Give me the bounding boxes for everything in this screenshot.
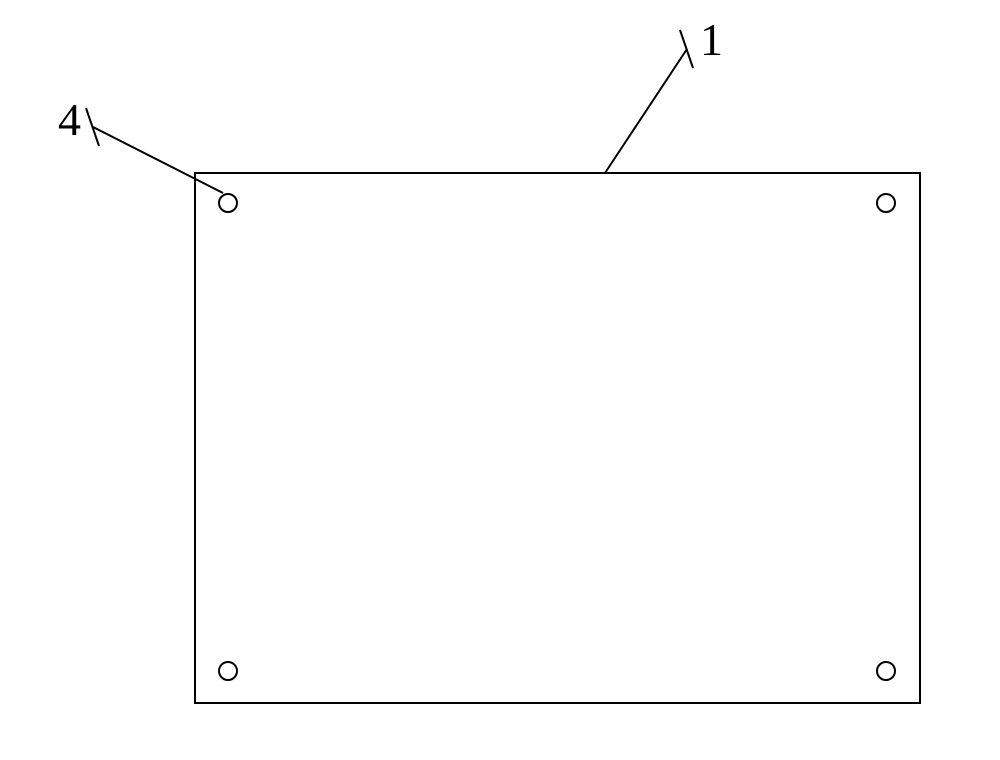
corner-hole	[877, 194, 895, 212]
corner-hole	[877, 662, 895, 680]
label-4: 4	[58, 94, 223, 193]
engineering-diagram: 14	[0, 0, 1000, 760]
leader-line	[93, 127, 223, 193]
leader-line	[605, 49, 687, 173]
label-1: 1	[605, 14, 723, 173]
part-label-text: 4	[58, 94, 81, 145]
part-label-text: 1	[700, 14, 723, 65]
leader-tick	[86, 108, 99, 146]
corner-hole	[219, 194, 237, 212]
plate-rect	[195, 173, 920, 703]
corner-hole	[219, 662, 237, 680]
leader-tick	[680, 30, 693, 68]
